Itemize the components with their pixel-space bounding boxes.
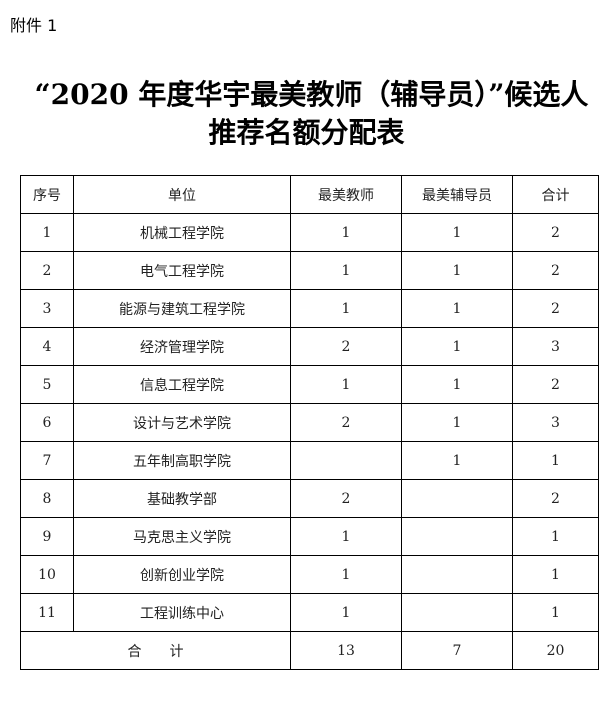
cell-index: 5 xyxy=(20,365,74,404)
cell-total: 2 xyxy=(512,251,599,290)
cell-index: 7 xyxy=(20,441,74,480)
header-total: 合计 xyxy=(512,175,599,214)
cell-unit: 基础教学部 xyxy=(73,479,291,518)
cell-total: 1 xyxy=(512,441,599,480)
table-row: 2 电气工程学院 1 1 2 xyxy=(20,251,599,290)
cell-index: 1 xyxy=(20,213,74,252)
cell-unit: 机械工程学院 xyxy=(73,213,291,252)
cell-counselors: 1 xyxy=(401,403,513,442)
cell-total: 1 xyxy=(512,555,599,594)
table-header-row: 序号 单位 最美教师 最美辅导员 合计 xyxy=(20,175,599,214)
table-row: 8 基础教学部 2 2 xyxy=(20,479,599,518)
cell-index: 4 xyxy=(20,327,74,366)
cell-total: 2 xyxy=(512,213,599,252)
table-row: 4 经济管理学院 2 1 3 xyxy=(20,327,599,366)
total-row: 合 计 13 7 20 xyxy=(20,631,599,670)
cell-counselors: 1 xyxy=(401,213,513,252)
cell-teachers: 2 xyxy=(290,479,402,518)
cell-unit: 创新创业学院 xyxy=(73,555,291,594)
cell-counselors: 1 xyxy=(401,365,513,404)
table-row: 10 创新创业学院 1 1 xyxy=(20,555,599,594)
total-teachers: 13 xyxy=(290,631,402,670)
cell-teachers: 2 xyxy=(290,327,402,366)
table-row: 3 能源与建筑工程学院 1 1 2 xyxy=(20,289,599,328)
quota-table: 序号 单位 最美教师 最美辅导员 合计 1 机械工程学院 1 1 2 2 电气工程学院 1 1 2… xyxy=(20,175,599,670)
cell-unit: 经济管理学院 xyxy=(73,327,291,366)
cell-total: 2 xyxy=(512,289,599,328)
header-unit: 单位 xyxy=(73,175,291,214)
cell-unit: 马克思主义学院 xyxy=(73,517,291,556)
attachment-label: 附件 1 xyxy=(10,16,58,35)
cell-counselors: 1 xyxy=(401,327,513,366)
cell-counselors xyxy=(401,479,513,518)
cell-unit: 设计与艺术学院 xyxy=(73,403,291,442)
cell-counselors: 1 xyxy=(401,251,513,290)
cell-total: 3 xyxy=(512,327,599,366)
cell-unit: 信息工程学院 xyxy=(73,365,291,404)
cell-unit: 五年制高职学院 xyxy=(73,441,291,480)
table-row: 9 马克思主义学院 1 1 xyxy=(20,517,599,556)
cell-counselors xyxy=(401,593,513,632)
cell-unit: 电气工程学院 xyxy=(73,251,291,290)
table-row: 7 五年制高职学院 1 1 xyxy=(20,441,599,480)
total-counselors: 7 xyxy=(401,631,513,670)
cell-teachers: 1 xyxy=(290,365,402,404)
header-index: 序号 xyxy=(20,175,74,214)
cell-counselors xyxy=(401,517,513,556)
document-title-line2: 推荐名额分配表 xyxy=(208,116,405,149)
total-sum: 20 xyxy=(512,631,599,670)
cell-teachers: 1 xyxy=(290,555,402,594)
cell-index: 2 xyxy=(20,251,74,290)
cell-total: 1 xyxy=(512,517,599,556)
cell-index: 10 xyxy=(20,555,74,594)
document-title-line1: “2020 年度华宇最美教师（辅导员）”候选人 xyxy=(34,78,589,111)
table-row: 5 信息工程学院 1 1 2 xyxy=(20,365,599,404)
cell-total: 3 xyxy=(512,403,599,442)
table-row: 11 工程训练中心 1 1 xyxy=(20,593,599,632)
cell-counselors xyxy=(401,555,513,594)
cell-teachers: 1 xyxy=(290,213,402,252)
cell-teachers: 1 xyxy=(290,517,402,556)
cell-index: 8 xyxy=(20,479,74,518)
header-counselors: 最美辅导员 xyxy=(401,175,513,214)
cell-counselors: 1 xyxy=(401,289,513,328)
cell-unit: 工程训练中心 xyxy=(73,593,291,632)
cell-total: 2 xyxy=(512,479,599,518)
total-label: 合 计 xyxy=(20,631,291,670)
cell-index: 11 xyxy=(20,593,74,632)
cell-teachers: 1 xyxy=(290,251,402,290)
cell-counselors: 1 xyxy=(401,441,513,480)
cell-total: 1 xyxy=(512,593,599,632)
cell-total: 2 xyxy=(512,365,599,404)
cell-index: 6 xyxy=(20,403,74,442)
table-row: 1 机械工程学院 1 1 2 xyxy=(20,213,599,252)
table-row: 6 设计与艺术学院 2 1 3 xyxy=(20,403,599,442)
header-teachers: 最美教师 xyxy=(290,175,402,214)
cell-teachers: 2 xyxy=(290,403,402,442)
cell-teachers: 1 xyxy=(290,289,402,328)
cell-index: 3 xyxy=(20,289,74,328)
cell-index: 9 xyxy=(20,517,74,556)
cell-unit: 能源与建筑工程学院 xyxy=(73,289,291,328)
cell-teachers: 1 xyxy=(290,593,402,632)
cell-teachers xyxy=(290,441,402,480)
